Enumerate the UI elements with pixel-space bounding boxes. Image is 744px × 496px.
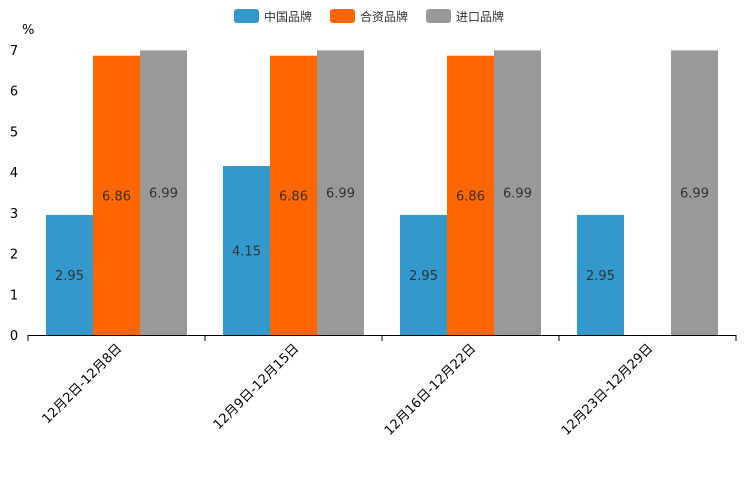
bar-value-label-1-2: 6.86	[102, 189, 131, 204]
bar-2-series-2[interactable]	[270, 55, 317, 335]
bar-3-series-3[interactable]	[494, 50, 541, 336]
bar-value-label-1-1: 2.95	[55, 269, 84, 284]
bar-3-series-1[interactable]	[400, 214, 447, 335]
bar-labels-group: 2.95 6.86 6.99 4.15 6.86 6.99 2.95 6.86 6.99 2.95…	[55, 187, 709, 284]
bar-value-label-4-3: 6.99	[680, 187, 709, 202]
bar-4-series-3[interactable]	[671, 50, 718, 336]
bar-value-label-3-2: 6.86	[456, 189, 485, 204]
y-tick-label-6: 6	[10, 85, 18, 100]
y-tick-label-1: 1	[10, 288, 18, 303]
legend-swatch-3[interactable]	[426, 9, 451, 23]
x-category-label-1: 12月2日-12月8日	[40, 341, 126, 427]
legend: 中国品牌 合资品牌 进口品牌	[234, 9, 504, 24]
bar-2-series-3[interactable]	[317, 50, 364, 336]
legend-label-2[interactable]: 合资品牌	[360, 9, 408, 24]
bar-value-label-1-3: 6.99	[149, 187, 178, 202]
bar-value-label-2-1: 4.15	[232, 245, 261, 260]
bar-4-series-1[interactable]	[577, 214, 624, 335]
y-axis-unit-label: %	[22, 23, 34, 38]
bar-value-label-2-3: 6.99	[326, 187, 355, 202]
legend-label-1[interactable]: 中国品牌	[264, 9, 312, 24]
y-tick-label-7: 7	[10, 44, 18, 59]
bar-value-label-3-3: 6.99	[503, 187, 532, 202]
bar-1-series-1[interactable]	[46, 214, 93, 335]
y-tick-label-4: 4	[10, 166, 18, 181]
y-axis: 0 1 2 3 4 5 6 7	[10, 44, 18, 344]
bar-value-label-3-1: 2.95	[409, 269, 438, 284]
x-category-label-3: 12月16日-12月22日	[382, 341, 479, 438]
y-tick-label-2: 2	[10, 248, 18, 263]
y-tick-label-5: 5	[10, 125, 18, 140]
x-category-label-4: 12月23日-12月29日	[559, 341, 656, 438]
legend-label-3[interactable]: 进口品牌	[456, 10, 504, 24]
bar-2-series-1[interactable]	[223, 166, 270, 335]
legend-swatch-2[interactable]	[330, 9, 355, 23]
bar-value-label-2-2: 6.86	[279, 189, 308, 204]
x-axis: 12月2日-12月8日 12月9日-12月15日 12月16日-12月22日 12月2…	[27, 335, 737, 439]
y-tick-label-0: 0	[10, 329, 18, 344]
bar-1-series-2[interactable]	[93, 55, 140, 335]
legend-swatch-1[interactable]	[234, 9, 259, 23]
bar-3-series-2[interactable]	[447, 55, 494, 335]
y-tick-label-3: 3	[10, 207, 18, 222]
bar-value-label-4-1: 2.95	[586, 269, 615, 284]
bar-1-series-3[interactable]	[140, 50, 187, 336]
bars-group	[46, 50, 718, 336]
x-category-label-2: 12月9日-12月15日	[211, 341, 303, 433]
